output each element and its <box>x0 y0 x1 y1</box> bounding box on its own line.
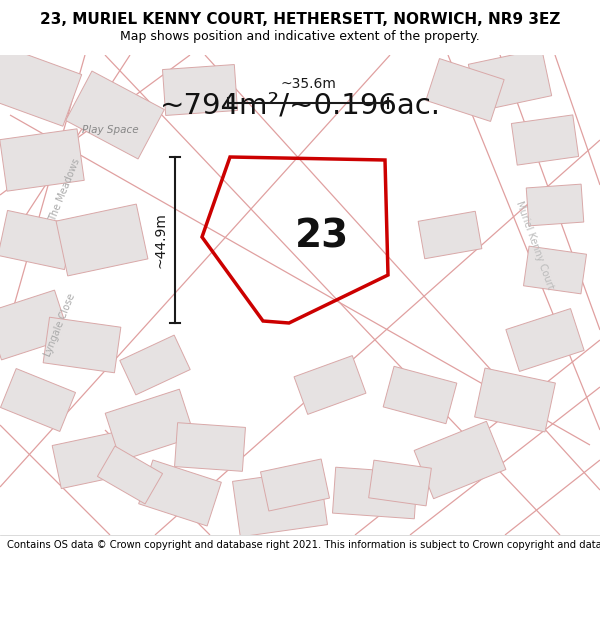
Polygon shape <box>294 356 366 414</box>
Polygon shape <box>383 366 457 424</box>
Polygon shape <box>97 446 163 504</box>
Polygon shape <box>0 211 74 269</box>
Polygon shape <box>506 309 584 371</box>
Polygon shape <box>43 318 121 372</box>
Polygon shape <box>65 71 164 159</box>
Text: 23, MURIEL KENNY COURT, HETHERSETT, NORWICH, NR9 3EZ: 23, MURIEL KENNY COURT, HETHERSETT, NORW… <box>40 12 560 27</box>
Polygon shape <box>418 211 482 259</box>
Polygon shape <box>105 389 195 461</box>
Text: Muriel Kenny Court: Muriel Kenny Court <box>514 199 556 291</box>
Polygon shape <box>469 49 551 111</box>
Polygon shape <box>52 431 128 489</box>
Text: ~44.9m: ~44.9m <box>153 212 167 268</box>
Polygon shape <box>526 184 584 226</box>
Text: ~794m²/~0.196ac.: ~794m²/~0.196ac. <box>160 91 440 119</box>
Text: ~35.6m: ~35.6m <box>280 77 336 91</box>
Text: Play Space: Play Space <box>82 125 139 135</box>
Polygon shape <box>56 204 148 276</box>
Text: Lyngale Close: Lyngale Close <box>43 292 77 358</box>
Polygon shape <box>163 64 238 116</box>
Polygon shape <box>332 468 418 519</box>
Text: Map shows position and indicative extent of the property.: Map shows position and indicative extent… <box>120 30 480 43</box>
Polygon shape <box>0 44 82 126</box>
Polygon shape <box>511 115 578 165</box>
Polygon shape <box>233 469 328 537</box>
Polygon shape <box>1 369 76 431</box>
Polygon shape <box>0 129 84 191</box>
Text: The Meadows: The Meadows <box>48 157 82 223</box>
Polygon shape <box>175 422 245 471</box>
Polygon shape <box>0 290 70 360</box>
Polygon shape <box>426 59 504 121</box>
Polygon shape <box>414 421 506 499</box>
Polygon shape <box>260 459 329 511</box>
Polygon shape <box>120 335 190 395</box>
Polygon shape <box>139 460 221 526</box>
Polygon shape <box>475 368 556 432</box>
Text: Contains OS data © Crown copyright and database right 2021. This information is : Contains OS data © Crown copyright and d… <box>7 539 600 549</box>
Text: 23: 23 <box>295 218 349 256</box>
Polygon shape <box>523 246 587 294</box>
Polygon shape <box>368 460 431 506</box>
